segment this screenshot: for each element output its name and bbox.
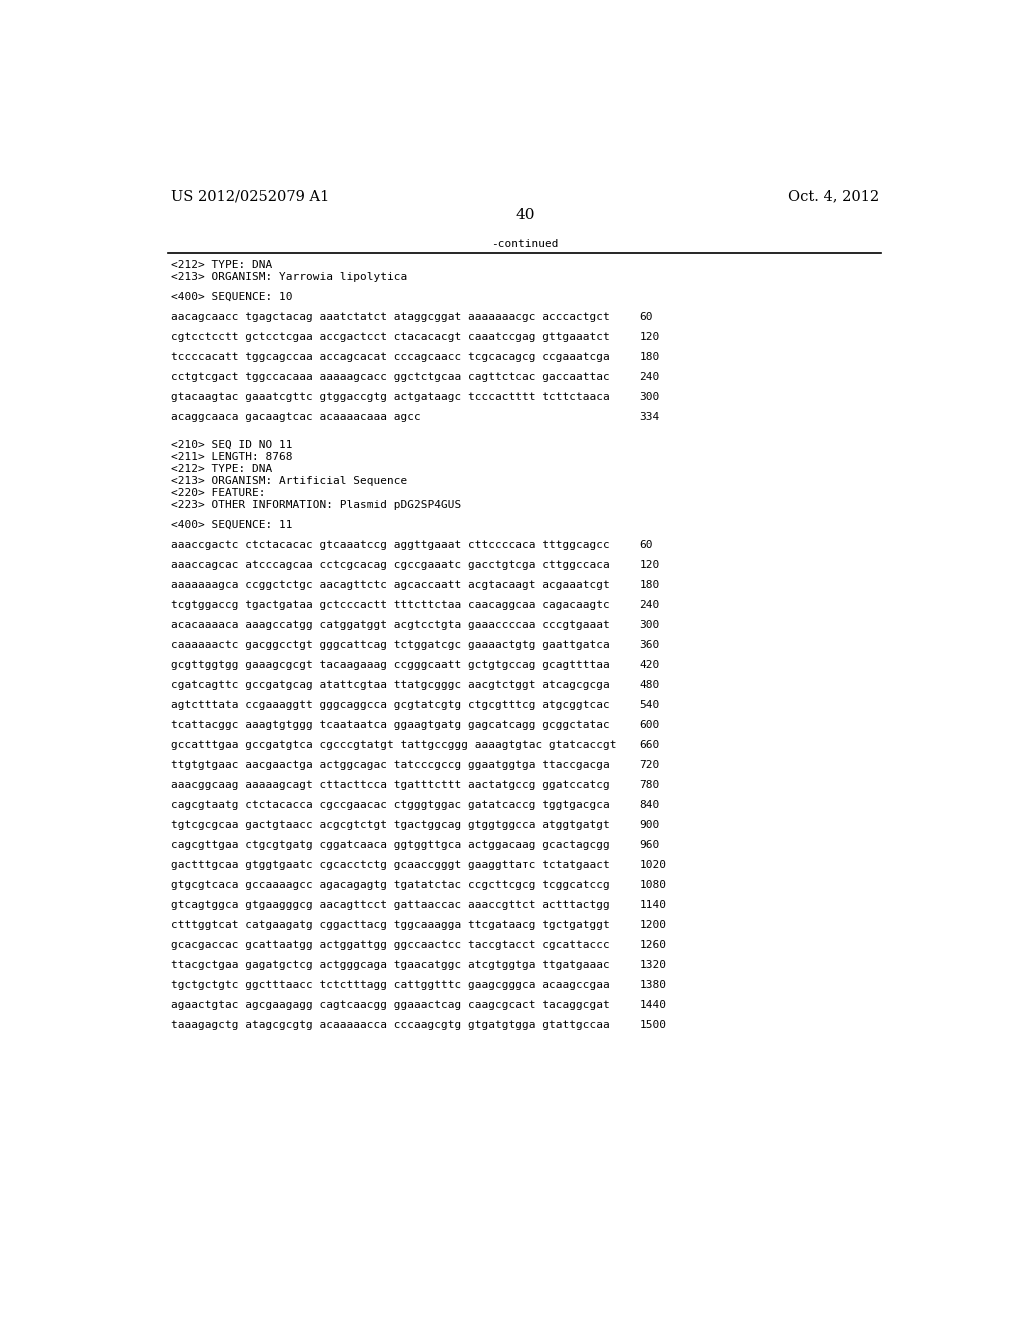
Text: 120: 120 xyxy=(640,333,659,342)
Text: ctttggtcat catgaagatg cggacttacg tggcaaagga ttcgataacg tgctgatggt: ctttggtcat catgaagatg cggacttacg tggcaaa… xyxy=(171,920,609,931)
Text: aaaccagcac atcccagcaa cctcgcacag cgccgaaatc gacctgtcga cttggccaca: aaaccagcac atcccagcaa cctcgcacag cgccgaa… xyxy=(171,560,609,570)
Text: acaggcaaca gacaagtcac acaaaacaaa agcc: acaggcaaca gacaagtcac acaaaacaaa agcc xyxy=(171,412,421,422)
Text: 420: 420 xyxy=(640,660,659,671)
Text: ttacgctgaa gagatgctcg actgggcaga tgaacatggc atcgtggtga ttgatgaaac: ttacgctgaa gagatgctcg actgggcaga tgaacat… xyxy=(171,961,609,970)
Text: 240: 240 xyxy=(640,601,659,610)
Text: 960: 960 xyxy=(640,841,659,850)
Text: Oct. 4, 2012: Oct. 4, 2012 xyxy=(787,189,879,203)
Text: 1020: 1020 xyxy=(640,861,667,870)
Text: 180: 180 xyxy=(640,579,659,590)
Text: <223> OTHER INFORMATION: Plasmid pDG2SP4GUS: <223> OTHER INFORMATION: Plasmid pDG2SP4… xyxy=(171,500,461,510)
Text: 1260: 1260 xyxy=(640,940,667,950)
Text: 60: 60 xyxy=(640,312,653,322)
Text: <212> TYPE: DNA: <212> TYPE: DNA xyxy=(171,465,272,474)
Text: agtctttata ccgaaaggtt gggcaggcca gcgtatcgtg ctgcgtttcg atgcggtcac: agtctttata ccgaaaggtt gggcaggcca gcgtatc… xyxy=(171,700,609,710)
Text: 40: 40 xyxy=(515,209,535,223)
Text: acacaaaaca aaagccatgg catggatggt acgtcctgta gaaaccccaa cccgtgaaat: acacaaaaca aaagccatgg catggatggt acgtcct… xyxy=(171,620,609,630)
Text: gcgttggtgg gaaagcgcgt tacaagaaag ccgggcaatt gctgtgccag gcagttttaa: gcgttggtgg gaaagcgcgt tacaagaaag ccgggca… xyxy=(171,660,609,671)
Text: aaaccgactc ctctacacac gtcaaatccg aggttgaaat cttccccaca tttggcagcc: aaaccgactc ctctacacac gtcaaatccg aggttga… xyxy=(171,540,609,550)
Text: 1140: 1140 xyxy=(640,900,667,911)
Text: gtgcgtcaca gccaaaagcc agacagagtg tgatatctac ccgcttcgcg tcggcatccg: gtgcgtcaca gccaaaagcc agacagagtg tgatatc… xyxy=(171,880,609,890)
Text: 780: 780 xyxy=(640,780,659,791)
Text: 1440: 1440 xyxy=(640,1001,667,1010)
Text: 360: 360 xyxy=(640,640,659,649)
Text: cagcgttgaa ctgcgtgatg cggatcaaca ggtggttgca actggacaag gcactagcgg: cagcgttgaa ctgcgtgatg cggatcaaca ggtggtt… xyxy=(171,841,609,850)
Text: tccccacatt tggcagccaa accagcacat cccagcaacc tcgcacagcg ccgaaatcga: tccccacatt tggcagccaa accagcacat cccagca… xyxy=(171,352,609,362)
Text: gtacaagtac gaaatcgttc gtggaccgtg actgataagc tcccactttt tcttctaaca: gtacaagtac gaaatcgttc gtggaccgtg actgata… xyxy=(171,392,609,403)
Text: gactttgcaa gtggtgaatc cgcacctctg gcaaccgggt gaaggttатс tctatgaact: gactttgcaa gtggtgaatc cgcacctctg gcaaccg… xyxy=(171,861,609,870)
Text: 240: 240 xyxy=(640,372,659,381)
Text: 840: 840 xyxy=(640,800,659,810)
Text: tgctgctgtc ggctttaacc tctctttаgg cattggtttc gaagcgggca acaagccgaa: tgctgctgtc ggctttaacc tctctttаgg cattggt… xyxy=(171,981,609,990)
Text: aaaaaaagca ccggctctgc aacagttctc agcaccaatt acgtacaagt acgaaatcgt: aaaaaaagca ccggctctgc aacagttctc agcacca… xyxy=(171,579,609,590)
Text: 540: 540 xyxy=(640,700,659,710)
Text: 60: 60 xyxy=(640,540,653,550)
Text: 300: 300 xyxy=(640,392,659,403)
Text: 180: 180 xyxy=(640,352,659,362)
Text: gccatttgaa gccgatgtca cgcccgtatgt tattgccggg aaaagtgtac gtatcaccgt: gccatttgaa gccgatgtca cgcccgtatgt tattgc… xyxy=(171,741,616,750)
Text: 600: 600 xyxy=(640,721,659,730)
Text: tcattacggc aaagtgtggg tcaataatca ggaagtgatg gagcatcagg gcggctatac: tcattacggc aaagtgtggg tcaataatca ggaagtg… xyxy=(171,721,609,730)
Text: <400> SEQUENCE: 11: <400> SEQUENCE: 11 xyxy=(171,520,292,529)
Text: 1500: 1500 xyxy=(640,1020,667,1031)
Text: tcgtggaccg tgactgataa gctcccactt tttcttctaa caacaggcaa cagacaagtc: tcgtggaccg tgactgataa gctcccactt tttcttc… xyxy=(171,601,609,610)
Text: 300: 300 xyxy=(640,620,659,630)
Text: <211> LENGTH: 8768: <211> LENGTH: 8768 xyxy=(171,453,292,462)
Text: 900: 900 xyxy=(640,820,659,830)
Text: gtcagtggca gtgaagggcg aacagttcct gattaaccac aaaccgttct actttactgg: gtcagtggca gtgaagggcg aacagttcct gattaac… xyxy=(171,900,609,911)
Text: <213> ORGANISM: Yarrowia lipolytica: <213> ORGANISM: Yarrowia lipolytica xyxy=(171,272,407,282)
Text: <210> SEQ ID NO 11: <210> SEQ ID NO 11 xyxy=(171,441,292,450)
Text: taaagagctg atagcgcgtg acaaaaacca cccaagcgtg gtgatgtgga gtattgccaa: taaagagctg atagcgcgtg acaaaaacca cccaagc… xyxy=(171,1020,609,1031)
Text: 1380: 1380 xyxy=(640,981,667,990)
Text: agaactgtac agcgaagagg cagtcaacgg ggaaactcag caagcgcact tacaggcgat: agaactgtac agcgaagagg cagtcaacgg ggaaact… xyxy=(171,1001,609,1010)
Text: 1200: 1200 xyxy=(640,920,667,931)
Text: 1080: 1080 xyxy=(640,880,667,890)
Text: cctgtcgact tggccacaaa aaaaagcacc ggctctgcaa cagttctcac gaccaattac: cctgtcgact tggccacaaa aaaaagcacc ggctctg… xyxy=(171,372,609,381)
Text: ttgtgtgaac aacgaactga actggcagac tatcccgccg ggaatggtga ttaccgacga: ttgtgtgaac aacgaactga actggcagac tatcccg… xyxy=(171,760,609,770)
Text: <213> ORGANISM: Artificial Sequence: <213> ORGANISM: Artificial Sequence xyxy=(171,477,407,486)
Text: US 2012/0252079 A1: US 2012/0252079 A1 xyxy=(171,189,329,203)
Text: gcacgaccac gcattaatgg actggattgg ggccaactcc taccgtacct cgcattaccc: gcacgaccac gcattaatgg actggattgg ggccaac… xyxy=(171,940,609,950)
Text: caaaaaactc gacggcctgt gggcattcag tctggatcgc gaaaactgtg gaattgatca: caaaaaactc gacggcctgt gggcattcag tctggat… xyxy=(171,640,609,649)
Text: 720: 720 xyxy=(640,760,659,770)
Text: <212> TYPE: DNA: <212> TYPE: DNA xyxy=(171,260,272,271)
Text: 120: 120 xyxy=(640,560,659,570)
Text: aaacggcaag aaaaagcagt cttacttcca tgatttcttt aactatgccg ggatccatcg: aaacggcaag aaaaagcagt cttacttcca tgatttc… xyxy=(171,780,609,791)
Text: 1320: 1320 xyxy=(640,961,667,970)
Text: aacagcaacc tgagctacag aaatctatct ataggcggat aaaaaaacgc acccactgct: aacagcaacc tgagctacag aaatctatct ataggcg… xyxy=(171,312,609,322)
Text: 480: 480 xyxy=(640,680,659,690)
Text: cgtcctcctt gctcctcgaa accgactcct ctacacacgt caaatccgag gttgaaatct: cgtcctcctt gctcctcgaa accgactcct ctacaca… xyxy=(171,333,609,342)
Text: 660: 660 xyxy=(640,741,659,750)
Text: -continued: -continued xyxy=(492,239,558,249)
Text: cagcgtaatg ctctacacca cgccgaacac ctgggtggac gatatcaccg tggtgacgca: cagcgtaatg ctctacacca cgccgaacac ctgggtg… xyxy=(171,800,609,810)
Text: tgtcgcgcaa gactgtaacc acgcgtctgt tgactggcag gtggtggcca atggtgatgt: tgtcgcgcaa gactgtaacc acgcgtctgt tgactgg… xyxy=(171,820,609,830)
Text: 334: 334 xyxy=(640,412,659,422)
Text: cgatcagttc gccgatgcag atattcgtaa ttatgcgggc aacgtctggt atcagcgcga: cgatcagttc gccgatgcag atattcgtaa ttatgcg… xyxy=(171,680,609,690)
Text: <400> SEQUENCE: 10: <400> SEQUENCE: 10 xyxy=(171,292,292,302)
Text: <220> FEATURE:: <220> FEATURE: xyxy=(171,488,265,498)
